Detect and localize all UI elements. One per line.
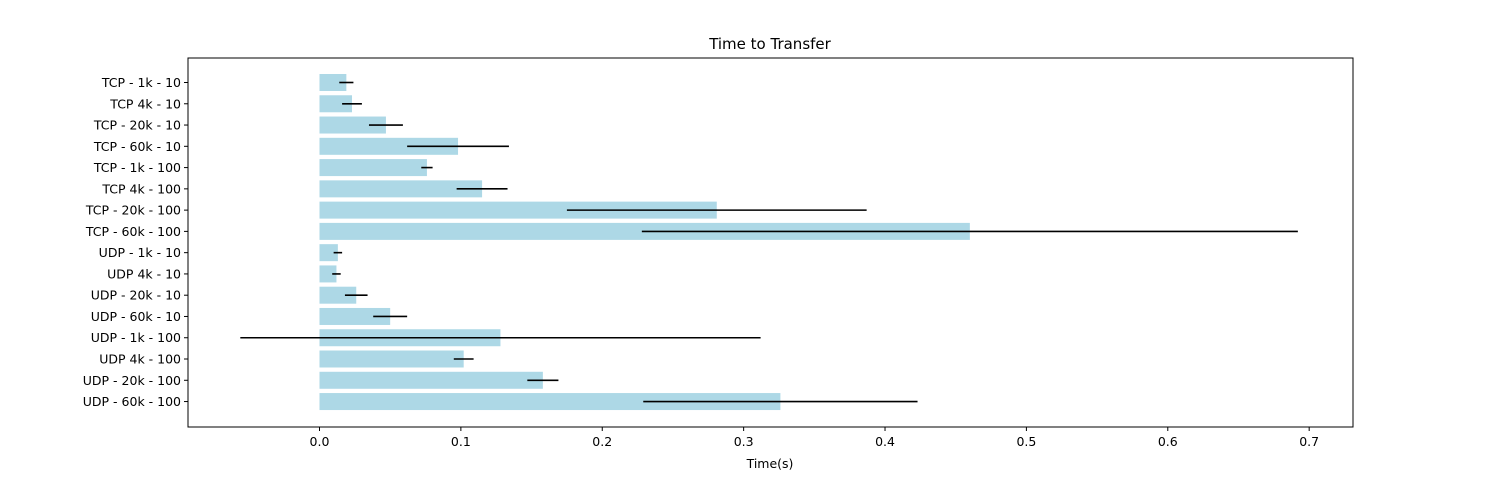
y-tick-label: UDP - 60k - 10: [91, 309, 181, 324]
y-tick-label: UDP - 1k - 100: [91, 330, 181, 345]
bar: [319, 180, 483, 198]
bar: [319, 393, 781, 411]
bar: [319, 265, 337, 283]
bar: [319, 116, 386, 134]
x-tick-label: 0.1: [451, 434, 471, 449]
bar: [319, 159, 427, 177]
bar: [319, 201, 717, 219]
bar: [319, 371, 543, 389]
chart-title: Time to Transfer: [708, 35, 831, 53]
x-tick-label: 0.5: [1016, 434, 1036, 449]
y-tick-label: UDP - 20k - 100: [83, 373, 181, 388]
x-axis: 0.0 0.1 0.2 0.3 0.4 0.5 0.6 0.7: [310, 427, 1319, 449]
bars-layer: [319, 74, 970, 411]
y-tick-label: TCP - 1k - 100: [93, 160, 181, 175]
y-tick-label: TCP 4k - 100: [101, 181, 181, 196]
x-tick-label: 0.2: [592, 434, 612, 449]
x-tick-label: 0.7: [1299, 434, 1319, 449]
y-tick-label: TCP - 20k - 100: [85, 203, 181, 218]
y-tick-label: TCP - 1k - 10: [101, 75, 181, 90]
x-axis-label: Time(s): [746, 456, 794, 471]
y-tick-label: TCP - 60k - 100: [85, 224, 181, 239]
y-tick-label: TCP - 20k - 10: [93, 118, 181, 133]
bar: [319, 286, 357, 304]
y-tick-label: UDP - 20k - 10: [91, 288, 181, 303]
y-tick-label: TCP 4k - 10: [109, 96, 181, 111]
bar: [319, 74, 347, 91]
y-tick-label: UDP - 1k - 10: [99, 245, 181, 260]
y-axis: TCP - 1k - 10 TCP 4k - 10 TCP - 20k - 10 TC…: [83, 75, 188, 409]
x-tick-label: 0.3: [734, 434, 754, 449]
bar: [319, 95, 353, 113]
y-tick-label: UDP 4k - 10: [107, 266, 181, 281]
plot-frame: [187, 57, 1354, 428]
y-tick-label: UDP 4k - 100: [99, 352, 181, 367]
bar: [319, 137, 459, 155]
bar: [319, 350, 464, 368]
error-bars-layer: [240, 81, 1298, 403]
bar: [319, 244, 338, 262]
y-tick-label: TCP - 60k - 10: [93, 139, 181, 154]
y-tick-label: UDP - 60k - 100: [83, 394, 181, 409]
x-tick-label: 0.4: [875, 434, 895, 449]
bar: [319, 307, 391, 325]
x-tick-label: 0.6: [1158, 434, 1178, 449]
x-tick-label: 0.0: [310, 434, 330, 449]
